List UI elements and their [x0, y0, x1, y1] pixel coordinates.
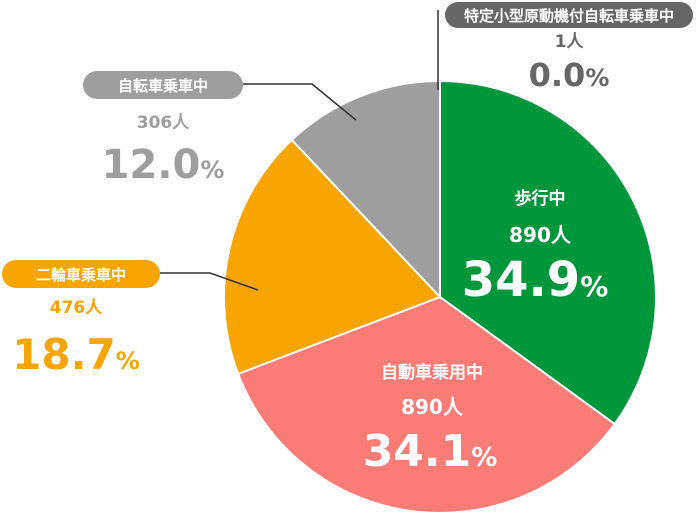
- label-count-nirin: 476人: [50, 298, 103, 318]
- label-count-jidousha: 890人: [401, 395, 464, 419]
- label-pct-nirin: 18.7%: [12, 330, 140, 379]
- label-count-jitensha: 306人: [137, 113, 190, 133]
- label-name-jidousha: 自動車乗用中: [381, 362, 483, 383]
- label-pct-tokutei: 0.0%: [529, 56, 610, 94]
- label-pct-jitensha: 12.0%: [102, 142, 225, 188]
- label-name-jitensha: 自転車乗車中: [118, 77, 208, 95]
- label-count-tokutei: 1人: [555, 32, 585, 52]
- label-name-tokutei: 特定小型原動機付自転車乗車中: [464, 7, 674, 25]
- label-name-nirin: 二輪車乗車中: [36, 266, 126, 284]
- label-name-hokou: 歩行中: [515, 188, 566, 209]
- label-count-hokou: 890人: [509, 223, 572, 247]
